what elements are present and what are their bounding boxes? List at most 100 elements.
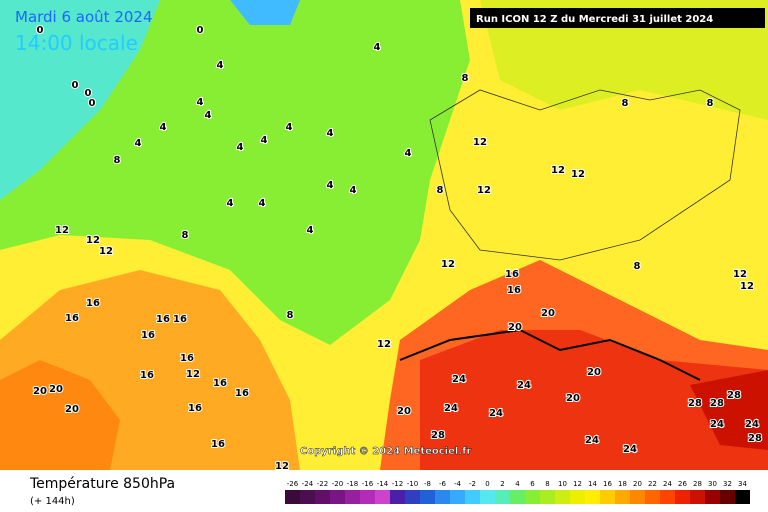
contour-label: 8 [634, 261, 641, 272]
colorbar-tick-label: 16 [603, 480, 612, 488]
contour-label: 16 [156, 314, 170, 325]
colorbar-tick-label: -4 [454, 480, 462, 488]
contour-label: 12 [86, 235, 100, 246]
colorbar-tick-label: -18 [347, 480, 358, 488]
contour-label: 28 [688, 398, 702, 409]
color-swatch [315, 490, 330, 504]
colorbar-tick-label: -24 [302, 480, 314, 488]
colorbar-tick-label: -8 [424, 480, 431, 488]
colorbar-tick-label: 24 [663, 480, 672, 488]
contour-label: 28 [727, 390, 741, 401]
colorbar-tick-label: -10 [407, 480, 418, 488]
contour-label: 20 [397, 406, 411, 417]
contour-label: 4 [227, 198, 234, 209]
color-swatch [480, 490, 495, 504]
contour-label: 24 [585, 435, 599, 446]
contour-label: 16 [507, 285, 521, 296]
colorbar-tick-label: 22 [648, 480, 657, 488]
color-swatch [495, 490, 510, 504]
contour-label: 8 [462, 73, 469, 84]
colorbar-tick-label: 6 [530, 480, 535, 488]
contour-label: 12 [377, 339, 391, 350]
contour-label: 12 [186, 369, 200, 380]
contour-label: 20 [33, 386, 47, 397]
color-swatch [435, 490, 450, 504]
colorbar-tick-label: -6 [439, 480, 447, 488]
contour-label: 12 [99, 246, 113, 257]
contour-label: 24 [517, 380, 531, 391]
contour-label: 0 [72, 80, 79, 91]
color-swatch [375, 490, 390, 504]
contour-label: 12 [55, 225, 69, 236]
contour-label: 4 [217, 60, 224, 71]
contour-label: 24 [444, 403, 458, 414]
contour-label: 4 [327, 128, 334, 139]
run-info: Run ICON 12 Z du Mercredi 31 juillet 202… [476, 14, 713, 25]
colorbar-tick-label: 20 [633, 480, 642, 488]
contour-label: 24 [745, 419, 759, 430]
legend-title: Température 850hPa [29, 476, 175, 492]
contour-label: 24 [710, 419, 724, 430]
contour-label: 20 [566, 393, 580, 404]
color-swatch [450, 490, 465, 504]
contour-label: 16 [173, 314, 187, 325]
colorbar-tick-label: -12 [392, 480, 403, 488]
colorbar-tick-label: 4 [515, 480, 520, 488]
contour-label: 0 [37, 25, 44, 36]
color-swatch [585, 490, 600, 504]
color-swatch [285, 490, 300, 504]
contour-label: 4 [405, 148, 412, 159]
contour-label: 4 [350, 185, 357, 196]
contour-label: 24 [452, 374, 466, 385]
contour-label: 4 [135, 138, 142, 149]
run-box [470, 8, 765, 28]
colorbar-tick-label: -14 [377, 480, 389, 488]
colorbar-tick-label: -16 [362, 480, 374, 488]
colorbar-tick-label: 26 [678, 480, 687, 488]
map-background [0, 0, 768, 470]
contour-label: 4 [205, 110, 212, 121]
contour-label: 16 [86, 298, 100, 309]
color-swatch [705, 490, 720, 504]
contour-label: 16 [188, 403, 202, 414]
contour-label: 8 [182, 230, 189, 241]
contour-label: 4 [261, 135, 268, 146]
contour-label: 0 [85, 88, 92, 99]
color-swatch [735, 490, 750, 504]
contour-label: 8 [622, 98, 629, 109]
color-swatch [345, 490, 360, 504]
color-swatch [540, 490, 555, 504]
color-swatch [675, 490, 690, 504]
color-swatch [330, 490, 345, 504]
contour-label: 12 [477, 185, 491, 196]
color-swatch [300, 490, 315, 504]
contour-label: 0 [89, 98, 96, 109]
color-swatch [465, 490, 480, 504]
color-swatch [720, 490, 735, 504]
color-swatch [555, 490, 570, 504]
color-swatch [420, 490, 435, 504]
colorbar-tick-label: 8 [545, 480, 549, 488]
contour-label: 0 [197, 25, 204, 36]
contour-label: 16 [140, 370, 154, 381]
contour-label: 4 [160, 122, 167, 133]
contour-label: 20 [49, 384, 63, 395]
contour-label: 8 [707, 98, 714, 109]
colorbar-tick-label: -22 [317, 480, 328, 488]
colorbar-tick-label: 10 [558, 480, 567, 488]
color-swatch [570, 490, 585, 504]
contour-label: 28 [710, 398, 724, 409]
colorbar: -26 -24 -22 -20 -18 -16 -14 -12 -10 -8 -6 -4 -2 0 2 4 6 8… [285, 480, 750, 504]
contour-label: 4 [374, 42, 381, 53]
contour-label: 20 [587, 367, 601, 378]
contour-label: 24 [489, 408, 503, 419]
colorbar-tick-label: 14 [588, 480, 597, 488]
contour-label: 16 [235, 388, 249, 399]
colorbar-tick-label: -2 [469, 480, 476, 488]
color-swatch [615, 490, 630, 504]
colorbar-tick-label: 18 [618, 480, 627, 488]
color-swatch [690, 490, 705, 504]
color-swatch [405, 490, 420, 504]
contour-label: 12 [441, 259, 455, 270]
